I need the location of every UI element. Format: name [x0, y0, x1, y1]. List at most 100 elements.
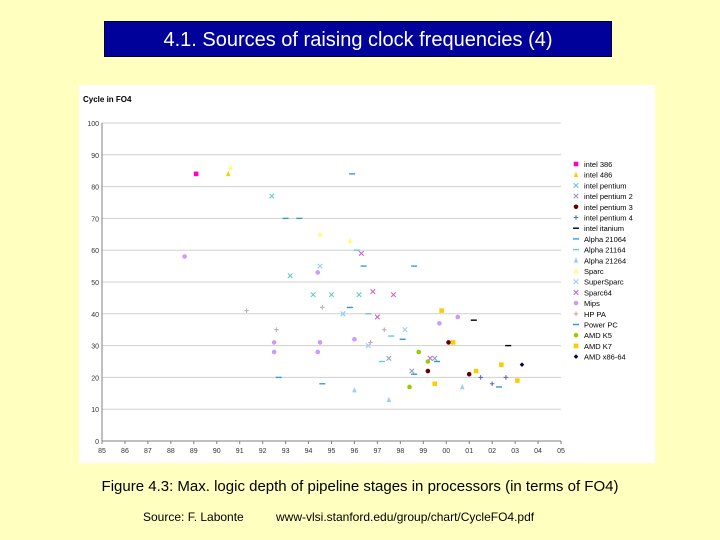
x-tick-label: 91 [236, 448, 244, 455]
data-point [432, 355, 438, 362]
legend-label: intel 386 [584, 160, 612, 169]
legend-label: intel 486 [584, 171, 612, 180]
legend-label: intel pentium 3 [584, 203, 633, 212]
legend-marker [573, 215, 579, 220]
data-point [317, 340, 323, 345]
x-tick-label: 93 [282, 448, 290, 455]
data-point [287, 272, 293, 279]
data-point [274, 327, 279, 332]
data-point [437, 321, 442, 326]
legend-marker [573, 311, 579, 317]
data-point [244, 308, 249, 313]
data-point [402, 327, 408, 333]
legend-label: Sparc64 [584, 288, 612, 297]
legend-marker [573, 300, 579, 306]
y-tick-label: 40 [91, 312, 99, 319]
data-point [407, 384, 412, 390]
legend-label: Alpha 21164 [584, 246, 626, 255]
data-point [432, 381, 438, 387]
data-point [370, 288, 376, 295]
legend-marker [573, 182, 579, 189]
data-point [439, 308, 444, 313]
x-tick-label: 05 [557, 448, 565, 455]
data-point [446, 340, 451, 345]
legend-label: Alpha 21064 [584, 235, 626, 244]
x-tick-label: 92 [259, 448, 267, 455]
y-tick-label: 0 [95, 439, 99, 446]
y-tick-label: 50 [91, 280, 99, 287]
data-point [503, 375, 509, 380]
legend-marker [573, 193, 579, 199]
x-tick-label: 90 [213, 448, 221, 455]
data-point [489, 381, 495, 387]
source-url: www-vlsi.stanford.edu/group/chart/CycleF… [276, 510, 535, 524]
legend-label: AMD x86-64 [584, 353, 626, 362]
legend-marker [573, 257, 579, 263]
data-point [409, 368, 415, 374]
data-point [515, 378, 520, 383]
x-tick-label: 89 [190, 448, 198, 455]
data-point [455, 314, 461, 320]
legend-label: Alpha 21264 [584, 256, 626, 265]
data-point [347, 237, 353, 243]
data-point [315, 270, 321, 275]
data-point [386, 355, 392, 362]
x-tick-label: 04 [534, 448, 542, 455]
source-label: Source: F. Labonte [143, 510, 244, 524]
data-point [352, 387, 357, 393]
data-point [310, 292, 316, 298]
data-point [340, 311, 346, 317]
x-tick-label: 02 [488, 448, 496, 455]
legend-marker [573, 268, 579, 274]
data-point [320, 305, 325, 310]
data-point [269, 193, 275, 199]
slide-title-box: 4.1. Sources of raising clock frequencie… [104, 21, 612, 57]
x-tick-label: 86 [121, 448, 129, 455]
x-tick-label: 95 [328, 448, 336, 455]
x-tick-label: 98 [396, 448, 404, 455]
x-tick-label: 03 [511, 448, 519, 455]
legend-label: Mips [584, 299, 600, 308]
data-point [317, 263, 323, 269]
x-tick-label: 01 [465, 448, 473, 455]
x-tick-label: 99 [419, 448, 427, 455]
x-tick-label: 87 [144, 448, 152, 455]
data-point [473, 368, 479, 374]
x-tick-label: 85 [98, 448, 106, 455]
data-point [315, 349, 321, 355]
legend-label: Sparc [584, 267, 604, 276]
data-point [416, 349, 422, 355]
legend-label: intel itanium [584, 224, 624, 233]
x-tick-label: 96 [351, 448, 359, 455]
data-point [317, 231, 323, 237]
y-tick-label: 20 [91, 375, 99, 382]
data-point [390, 292, 397, 298]
legend-label: SuperSparc [584, 278, 624, 287]
y-tick-label: 70 [91, 216, 99, 223]
x-tick-label: 00 [442, 448, 450, 455]
y-tick-label: 10 [91, 407, 99, 414]
legend-marker [573, 279, 579, 285]
data-point [466, 371, 472, 377]
data-point [193, 171, 199, 177]
data-point [450, 340, 456, 345]
data-point [182, 254, 187, 259]
legend-label: AMD K7 [584, 342, 612, 351]
legend-marker [573, 332, 579, 338]
data-point [228, 164, 233, 170]
data-point [499, 362, 504, 367]
legend-label: intel pentium [584, 181, 627, 190]
y-tick-label: 80 [91, 185, 99, 192]
data-point [365, 342, 371, 349]
figure-caption: Figure 4.3: Max. logic depth of pipeline… [101, 478, 619, 495]
legend-marker [573, 289, 579, 296]
y-axis-label: Cycle in FO4 [83, 95, 132, 104]
y-tick-label: 60 [91, 248, 99, 255]
data-point [425, 359, 431, 364]
legend-label: HP PA [584, 310, 606, 319]
legend-marker [573, 161, 579, 167]
data-point [225, 170, 231, 177]
legend-marker [573, 204, 579, 210]
legend-label: intel pentium 4 [584, 214, 633, 223]
